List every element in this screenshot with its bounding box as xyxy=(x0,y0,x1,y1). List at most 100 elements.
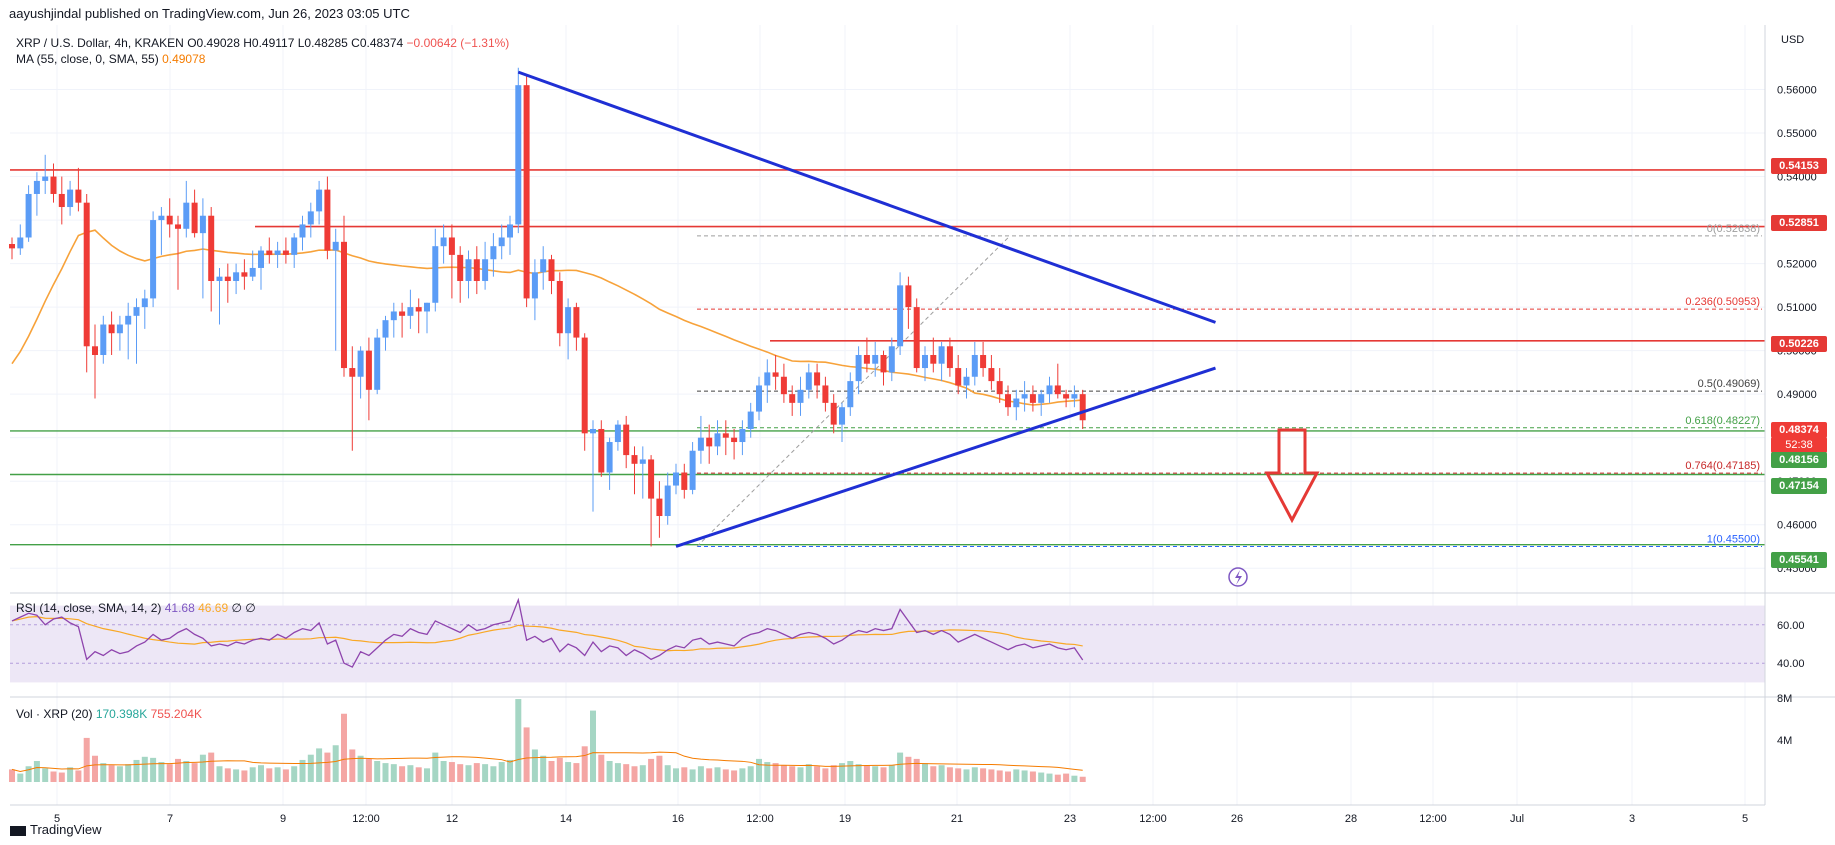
rsi-value: 41.68 xyxy=(164,601,195,615)
volume-bar xyxy=(1038,772,1045,782)
candle-body xyxy=(266,250,273,255)
volume-bar xyxy=(598,754,605,782)
volume-bar xyxy=(689,769,696,782)
volume-bar xyxy=(490,766,497,782)
rsi-extra: ∅ ∅ xyxy=(231,601,256,615)
volume-bar xyxy=(540,755,547,782)
candle-body xyxy=(50,176,57,194)
support-tag-2: 0.47154 xyxy=(1771,478,1827,494)
volume-bar xyxy=(42,768,49,782)
volume-bar xyxy=(1046,773,1053,782)
volume-bar xyxy=(83,737,90,782)
time-tick-label: 5 xyxy=(54,813,60,825)
volume-bar xyxy=(465,765,472,782)
rsi-tick-label: 40.00 xyxy=(1777,658,1805,670)
candle-body xyxy=(307,211,314,225)
volume-bar xyxy=(515,699,522,782)
volume-bar xyxy=(67,767,74,782)
candle-body xyxy=(822,385,829,403)
volume-bar xyxy=(291,766,298,782)
candle-body xyxy=(199,215,206,234)
volume-bar xyxy=(955,768,962,782)
candle-body xyxy=(191,202,198,234)
volume-bar xyxy=(988,769,995,782)
candle-body xyxy=(158,215,165,221)
volume-bar xyxy=(150,757,157,782)
volume-bar xyxy=(1021,770,1028,782)
fib-level-label: 1(0.45500) xyxy=(1707,533,1760,545)
volume-bar xyxy=(822,768,829,782)
volume-bar xyxy=(299,759,306,782)
volume-bar xyxy=(507,759,513,782)
candle-body xyxy=(116,324,123,334)
candle-body xyxy=(523,85,530,299)
candle-body xyxy=(938,346,945,364)
volume-bar xyxy=(573,763,580,782)
volume-bar xyxy=(963,769,970,782)
candle-body xyxy=(648,459,655,499)
volume-bar xyxy=(805,764,812,782)
time-tick-label: 7 xyxy=(167,813,173,825)
volume-legend: Vol · XRP (20) 170.398K 755.204K xyxy=(16,707,202,721)
candle-body xyxy=(407,307,414,316)
time-tick-label: 21 xyxy=(951,813,963,825)
price-tick-label: 0.49000 xyxy=(1777,389,1817,401)
candle-body xyxy=(1054,385,1061,395)
candle-body xyxy=(341,241,347,369)
volume-bar xyxy=(913,758,920,782)
candle-body xyxy=(183,202,190,229)
volume-bar xyxy=(764,762,771,782)
candle-body xyxy=(365,350,372,390)
candle-body xyxy=(67,189,74,208)
rsi-ma-value: 46.69 xyxy=(198,601,229,615)
volume-bar xyxy=(930,766,937,782)
volume-pane xyxy=(9,699,1086,782)
candle-body xyxy=(75,189,82,203)
time-tick-label: 5 xyxy=(1742,813,1748,825)
time-tick-label: 9 xyxy=(280,813,286,825)
volume-bar xyxy=(980,768,987,782)
candle-body xyxy=(839,407,845,425)
candle-body xyxy=(930,354,937,364)
candle-body xyxy=(540,259,547,273)
rsi-legend: RSI (14, close, SMA, 14, 2) 41.68 46.69 … xyxy=(16,601,256,615)
candle-body xyxy=(33,180,40,194)
candle-body xyxy=(1038,394,1045,403)
volume-bar xyxy=(1054,774,1061,782)
volume-bar xyxy=(905,756,912,782)
candle-body xyxy=(482,259,489,282)
volume-bar xyxy=(9,769,15,782)
volume-bar xyxy=(922,763,928,782)
candle-body xyxy=(988,368,995,382)
moving-average xyxy=(11,229,1083,406)
candle-body xyxy=(631,455,638,464)
candle-body xyxy=(324,189,331,251)
volume-bar xyxy=(266,768,273,782)
volume-value: 170.398K xyxy=(95,707,148,721)
price-tick-label: 0.51000 xyxy=(1777,302,1817,314)
lightning-icon[interactable] xyxy=(1228,567,1248,587)
volume-bar xyxy=(797,767,804,782)
volume-bar xyxy=(224,768,231,782)
resistance-tag-3: 0.50226 xyxy=(1771,336,1827,352)
volume-bar xyxy=(183,761,190,782)
candle-body xyxy=(175,224,181,229)
candle-body xyxy=(415,307,422,312)
ma-legend: MA (55, close, 0, SMA, 55) 0.49078 xyxy=(16,52,205,66)
candle-body xyxy=(847,381,854,408)
price-tick-label: 0.54000 xyxy=(1777,172,1817,184)
volume-bar xyxy=(432,752,439,782)
candle-body xyxy=(357,350,364,377)
candle-body xyxy=(756,385,762,412)
volume-bar xyxy=(946,767,953,782)
volume-ma-value: 755.204K xyxy=(150,707,202,721)
tradingview-brand[interactable]: TradingView xyxy=(10,822,102,837)
candle-body xyxy=(805,372,812,390)
candle-body xyxy=(731,437,738,443)
support-tag-3: 0.45541 xyxy=(1771,552,1827,568)
candle-body xyxy=(390,311,397,321)
price-tick-label: 0.46000 xyxy=(1777,520,1817,532)
volume-bar xyxy=(830,765,837,782)
candle-body xyxy=(747,411,754,429)
volume-bar xyxy=(847,761,854,782)
